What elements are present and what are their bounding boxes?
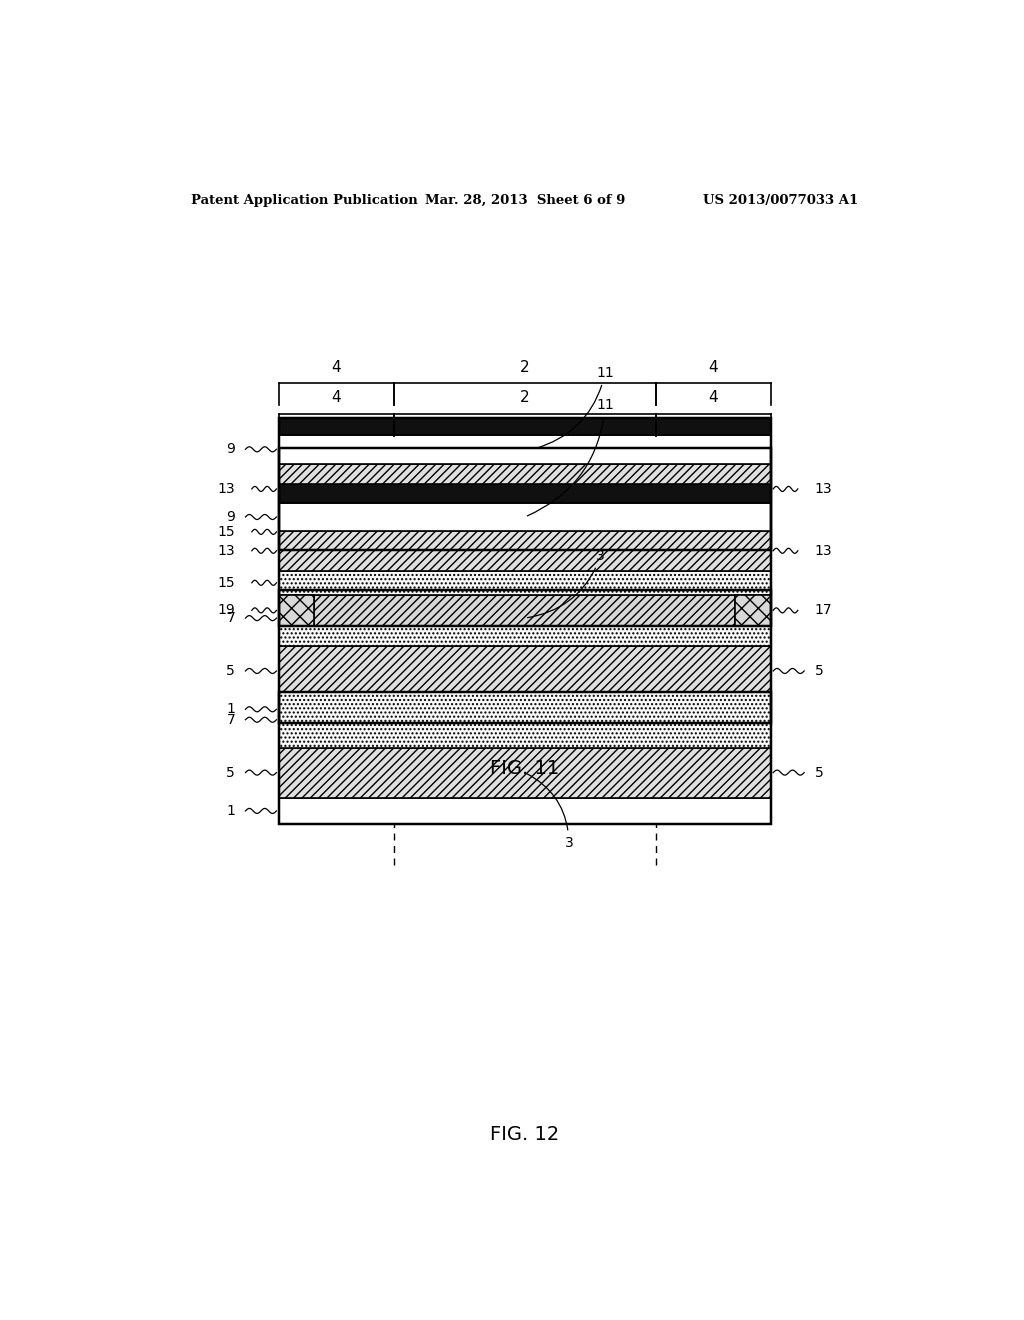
Text: 4: 4 [332,360,341,375]
Text: 3: 3 [527,549,605,618]
Text: 7: 7 [226,611,236,626]
Text: 3: 3 [527,774,573,850]
Bar [279,417,771,549]
Text: 13: 13 [814,482,833,496]
Bar [279,503,771,531]
Text: Mar. 28, 2013  Sheet 6 of 9: Mar. 28, 2013 Sheet 6 of 9 [425,194,625,207]
Bar [279,797,771,824]
Text: 2: 2 [520,360,529,375]
Bar [279,463,771,513]
Text: FIG. 12: FIG. 12 [490,1125,559,1143]
Bar [279,590,771,645]
Bar [279,692,771,747]
Bar [279,696,771,722]
Bar [279,531,771,570]
Text: 15: 15 [217,576,236,590]
Text: 5: 5 [226,664,236,678]
Bar [279,513,771,549]
Bar [279,595,314,626]
Bar [279,645,771,696]
Text: 17: 17 [814,603,833,618]
Text: Patent Application Publication: Patent Application Publication [191,194,418,207]
Bar [314,595,735,626]
Text: 5: 5 [226,766,236,780]
Bar [279,434,771,463]
Bar [279,747,771,797]
Text: 5: 5 [814,766,823,780]
Text: 4: 4 [709,360,718,375]
Text: 9: 9 [226,442,236,457]
Text: 9: 9 [226,510,236,524]
Text: 11: 11 [527,399,614,516]
Bar [279,447,771,626]
Text: 2: 2 [520,391,529,405]
Bar [279,570,771,595]
Text: 1: 1 [226,804,236,818]
Bar [735,595,771,626]
Text: FIG. 11: FIG. 11 [490,759,559,777]
Text: 13: 13 [217,544,236,558]
Text: 13: 13 [814,544,833,558]
Text: 15: 15 [217,525,236,539]
Bar [279,417,771,434]
Bar [279,692,771,824]
Text: 5: 5 [814,664,823,678]
Text: 11: 11 [536,366,614,449]
Text: US 2013/0077033 A1: US 2013/0077033 A1 [702,194,858,207]
Text: 13: 13 [217,482,236,496]
Bar [279,483,771,503]
Text: 4: 4 [332,391,341,405]
Bar [279,590,771,722]
Text: 1: 1 [226,702,236,717]
Text: 4: 4 [709,391,718,405]
Text: 19: 19 [217,603,236,618]
Text: 7: 7 [226,713,236,727]
